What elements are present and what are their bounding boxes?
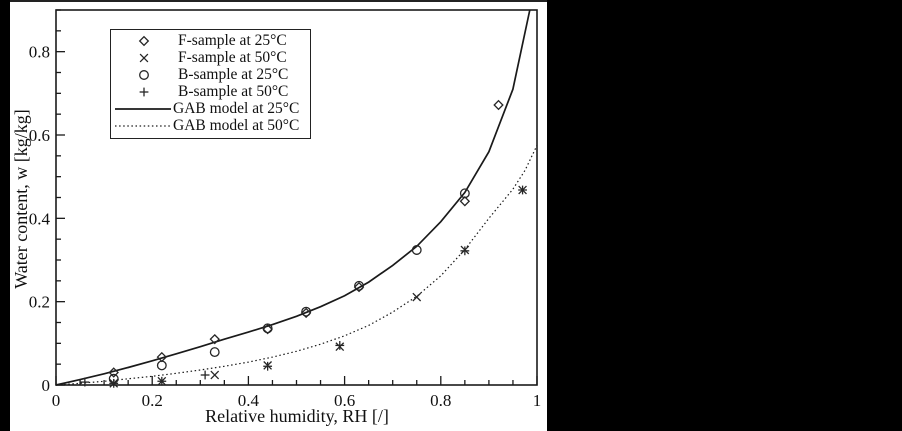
series-f-sample-at-25-c xyxy=(108,99,504,378)
y-tick-labels: 0 0.2 0.4 0.6 0.8 xyxy=(29,43,51,395)
x-tick-label: 0.8 xyxy=(430,391,451,410)
x-tick-label: 0.2 xyxy=(142,391,163,410)
chart-drawing-layer: 0 0.2 0.4 0.6 0.8 1 0 0.2 0.4 0.6 0.8 xyxy=(29,9,542,410)
legend-item-f-sample-at-50-c: F-sample at 50°C xyxy=(111,49,310,66)
legend-label: GAB model at 50°C xyxy=(173,117,300,134)
plot-frame xyxy=(55,9,538,386)
legend-marker-x-icon xyxy=(139,53,149,62)
series-gab-model-at-50-c xyxy=(55,145,538,386)
series-b-sample-at-25-c xyxy=(108,188,470,384)
legend-item-gab-model-at-50-c: GAB model at 50°C xyxy=(111,117,310,134)
y-tick-label: 0.6 xyxy=(29,126,50,145)
sorption-isotherm-chart: 0 0.2 0.4 0.6 0.8 1 0 0.2 0.4 0.6 0.8 Water conten… xyxy=(11,9,542,426)
x-tick-label: 0 xyxy=(52,391,61,410)
legend-line-sample xyxy=(115,107,171,110)
series-gab-model-at-25-c xyxy=(55,9,531,386)
legend-item-b-sample-at-50-c: B-sample at 50°C xyxy=(111,83,310,100)
series-b-sample-at-50-c xyxy=(80,185,527,388)
y-axis-title: Water content, w [kg/kg] xyxy=(11,109,31,289)
x-axis-title: Relative humidity, RH [/] xyxy=(205,406,389,426)
legend-label: F-sample at 25°C xyxy=(178,32,287,49)
y-tick-label: 0.2 xyxy=(29,293,50,312)
legend-label: F-sample at 50°C xyxy=(178,49,287,66)
x-tick-label: 0.4 xyxy=(238,391,260,410)
legend: F-sample at 25°C F-sample at 50°C B-sample… xyxy=(110,29,311,139)
legend-marker-circle-icon xyxy=(139,69,149,80)
x-tick-labels: 0 0.2 0.4 0.6 0.8 1 xyxy=(52,391,542,410)
y-tick-label: 0.8 xyxy=(29,43,50,62)
x-axis-ticks xyxy=(55,376,538,385)
x-tick-label: 0.6 xyxy=(334,391,355,410)
legend-marker-diamond-icon xyxy=(138,35,150,46)
chart-panel: 0 0.2 0.4 0.6 0.8 1 0 0.2 0.4 0.6 0.8 Water conten… xyxy=(10,0,547,431)
legend-label: GAB model at 25°C xyxy=(173,100,300,117)
legend-label: B-sample at 50°C xyxy=(178,83,289,100)
legend-item-gab-model-at-25-c: GAB model at 25°C xyxy=(111,100,310,117)
x-tick-label: 1 xyxy=(533,391,542,410)
series-f-sample-at-50-c xyxy=(109,185,527,388)
legend-marker-plus-icon xyxy=(139,87,149,96)
y-axis-ticks xyxy=(56,9,65,386)
legend-item-b-sample-at-25-c: B-sample at 25°C xyxy=(111,66,310,83)
legend-label: B-sample at 25°C xyxy=(178,66,289,83)
y-tick-label: 0.4 xyxy=(29,209,51,228)
legend-line-sample xyxy=(115,124,171,127)
legend-item-f-sample-at-25-c: F-sample at 25°C xyxy=(111,32,310,49)
y-tick-label: 0 xyxy=(42,376,51,395)
